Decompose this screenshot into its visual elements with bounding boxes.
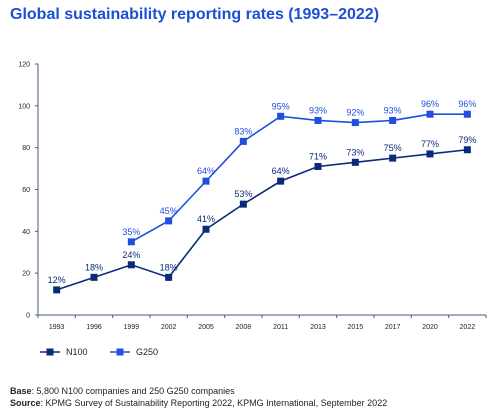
source-label: Source (10, 398, 41, 408)
data-label-g250: 96% (421, 99, 439, 109)
y-tick-label: 40 (22, 229, 30, 236)
y-tick-label: 120 (18, 62, 30, 69)
data-label-g250: 35% (122, 227, 140, 237)
x-tick-label: 2011 (273, 324, 288, 331)
data-point-g250 (165, 217, 173, 225)
data-label-n100: 79% (458, 135, 476, 145)
legend-marker-g250 (116, 348, 124, 356)
data-label-n100: 41% (197, 214, 215, 224)
data-point-n100 (127, 261, 135, 269)
base-text: : 5,800 N100 companies and 250 G250 comp… (31, 386, 235, 396)
x-tick-label: 2022 (460, 324, 476, 331)
data-point-g250 (463, 110, 471, 118)
x-tick-label: 2015 (348, 324, 364, 331)
data-label-g250: 92% (346, 108, 364, 118)
data-label-g250: 96% (458, 99, 476, 109)
data-label-n100: 71% (309, 151, 327, 161)
x-tick-label: 2017 (385, 324, 401, 331)
line-chart: 0 20 40 60 80 100 120 1993 1996 1999 2002 2005 2008 2… (18, 62, 487, 357)
x-tick-label: 2008 (236, 324, 252, 331)
data-label-g250: 83% (234, 126, 252, 136)
base-note: Base: 5,800 N100 companies and 250 G250 … (10, 385, 387, 397)
x-tick-label: 1996 (86, 324, 102, 331)
x-tick-label: 2002 (161, 324, 177, 331)
data-point-n100 (165, 273, 173, 281)
data-label-n100: 73% (346, 147, 364, 157)
data-point-g250 (239, 137, 247, 145)
data-label-g250: 64% (197, 166, 215, 176)
data-label-g250: 93% (384, 105, 402, 115)
y-tick-label: 0 (26, 313, 30, 320)
source-text: : KPMG Survey of Sustainability Reportin… (40, 398, 388, 408)
data-label-n100: 24% (122, 250, 140, 260)
data-point-n100 (463, 146, 471, 154)
legend-marker-n100 (46, 348, 54, 356)
x-tick-label: 1993 (49, 324, 65, 331)
data-label-n100: 77% (421, 139, 439, 149)
y-tick-label: 20 (22, 271, 30, 278)
y-tick-label: 60 (22, 187, 30, 194)
data-label-n100: 12% (48, 275, 66, 285)
data-point-n100 (90, 273, 98, 281)
series-line-n100 (56, 148, 468, 291)
data-point-n100 (351, 158, 359, 166)
data-point-g250 (127, 238, 135, 246)
source-note: Source: KPMG Survey of Sustainability Re… (10, 397, 387, 409)
legend-label-g250: G250 (136, 347, 158, 357)
legend-label-n100: N100 (66, 347, 88, 357)
data-point-n100 (53, 286, 61, 294)
data-point-g250 (389, 116, 397, 124)
data-label-n100: 18% (85, 262, 103, 272)
data-label-g250: 45% (160, 206, 178, 216)
x-tick-label: 2020 (422, 324, 438, 331)
data-point-n100 (426, 150, 434, 158)
x-tick-label: 2013 (310, 324, 326, 331)
base-label: Base (10, 386, 32, 396)
data-label-n100: 75% (384, 143, 402, 153)
data-label-n100: 18% (160, 262, 178, 272)
y-tick-label: 80 (22, 145, 30, 152)
data-point-n100 (314, 162, 322, 170)
x-tick-label: 1999 (124, 324, 140, 331)
chart-title: Global sustainability reporting rates (1… (10, 6, 380, 23)
data-point-g250 (351, 119, 359, 127)
data-point-n100 (202, 225, 210, 233)
data-label-n100: 53% (234, 189, 252, 199)
chart-footer: Base: 5,800 N100 companies and 250 G250 … (10, 385, 387, 409)
data-point-n100 (389, 154, 397, 162)
y-tick-label: 100 (18, 103, 30, 110)
data-point-g250 (202, 177, 210, 185)
data-point-n100 (277, 177, 285, 185)
data-point-n100 (239, 200, 247, 208)
data-point-g250 (426, 110, 434, 118)
data-label-g250: 93% (309, 105, 327, 115)
x-tick-label: 2005 (198, 324, 214, 331)
data-point-g250 (314, 116, 322, 124)
data-label-g250: 95% (272, 101, 290, 111)
data-point-g250 (277, 112, 285, 120)
data-label-n100: 64% (272, 166, 290, 176)
series-line-g250 (130, 113, 468, 243)
